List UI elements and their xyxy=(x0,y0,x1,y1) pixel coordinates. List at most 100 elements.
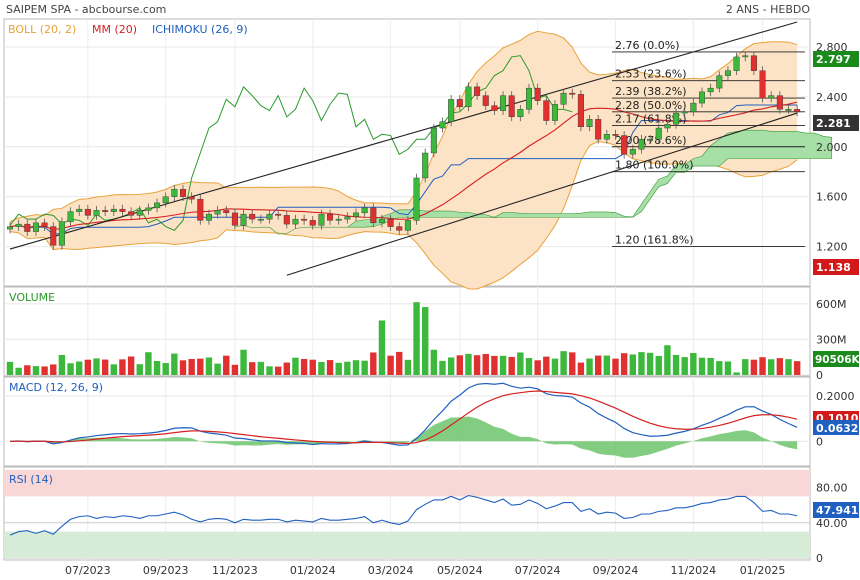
volume-bar xyxy=(387,355,394,375)
candle-body xyxy=(629,149,636,155)
candle-body xyxy=(681,111,688,114)
candle-body xyxy=(257,218,264,221)
candle-body xyxy=(327,213,334,221)
candle-body xyxy=(15,223,22,227)
volume-bar xyxy=(681,357,688,375)
volume-bar xyxy=(413,302,420,375)
macd-value-badge xyxy=(813,420,859,435)
x-tick-label: 01/2024 xyxy=(290,564,336,577)
volume-bar xyxy=(76,361,83,375)
volume-bar xyxy=(179,360,187,375)
candle-body xyxy=(84,208,91,216)
candle-body xyxy=(456,99,463,108)
x-tick-label: 07/2024 xyxy=(515,564,561,577)
candle-body xyxy=(361,207,368,214)
volume-bar xyxy=(707,357,714,375)
candle-body xyxy=(724,70,731,76)
volume-bar xyxy=(309,359,316,375)
macd-tick-label: 0.2000 xyxy=(816,390,855,403)
volume-bar xyxy=(768,359,775,375)
legend-bollinger: BOLL (20, 2) xyxy=(8,23,76,36)
volume-bar xyxy=(67,363,74,375)
fibonacci-label: 2.28 (50.0%) xyxy=(615,99,687,112)
candle-body xyxy=(136,210,143,216)
volume-bar xyxy=(110,364,117,375)
period-label: 2 ANS - HEBDO xyxy=(726,3,810,16)
volume-bar xyxy=(473,355,481,375)
candle-body xyxy=(275,213,282,216)
volume-bar xyxy=(188,358,195,375)
volume-tick-label: 0 xyxy=(816,369,823,382)
candle-body xyxy=(378,218,385,224)
fibonacci-label: 2.53 (23.6%) xyxy=(615,68,687,81)
candle-body xyxy=(93,210,100,216)
volume-bar xyxy=(93,358,100,375)
rsi-tick-label: 80.00 xyxy=(816,482,848,495)
volume-bar xyxy=(361,360,368,375)
x-tick-label: 11/2023 xyxy=(212,564,258,577)
volume-bar xyxy=(145,352,152,375)
candle-body xyxy=(526,87,533,110)
trendline-lower xyxy=(286,112,798,276)
macd-line xyxy=(9,382,798,446)
volume-value: 90506K xyxy=(815,354,860,366)
candle-body xyxy=(448,99,455,123)
volume-bar xyxy=(491,355,498,375)
candle-body xyxy=(240,213,247,226)
volume-bar xyxy=(456,355,463,375)
candle-body xyxy=(603,134,610,140)
candle-body xyxy=(439,121,446,129)
volume-bar xyxy=(249,362,256,375)
volume-bar xyxy=(595,355,602,375)
x-tick-label: 03/2024 xyxy=(368,564,414,577)
volume-bar xyxy=(404,359,412,375)
volume-bar xyxy=(84,359,92,375)
volume-bar xyxy=(551,358,559,375)
candle-body xyxy=(742,55,749,58)
chart-title: SAIPEM SPA - abcbourse.com xyxy=(6,3,166,16)
volume-bar xyxy=(439,360,446,375)
rsi-title: RSI (14) xyxy=(9,473,53,486)
candle-body xyxy=(110,208,117,212)
volume-bar xyxy=(352,360,360,375)
last-price-badge xyxy=(813,51,859,67)
candle-body xyxy=(508,95,515,118)
price-tick-label: 1.200 xyxy=(816,241,848,254)
volume-bar xyxy=(560,351,567,375)
volume-tick-label: 300M xyxy=(816,333,847,346)
fibonacci-label: 1.20 (161.8%) xyxy=(615,234,694,247)
volume-bar xyxy=(153,361,161,375)
macd-tick-label: 0 xyxy=(816,435,823,448)
volume-bar xyxy=(716,361,723,375)
low-price-badge xyxy=(813,259,859,275)
price-tick-label: 2.000 xyxy=(816,141,848,154)
rsi-tick-label: 40.00 xyxy=(816,517,848,530)
candle-body xyxy=(430,127,437,154)
candle-body xyxy=(231,212,238,226)
volume-bar xyxy=(543,356,550,375)
volume-bar xyxy=(422,307,429,375)
price-tick-label: 1.600 xyxy=(816,191,848,204)
volume-bar xyxy=(447,357,455,375)
candle-body xyxy=(102,210,109,212)
candle-body xyxy=(67,211,74,222)
volume-bar xyxy=(603,355,611,375)
volume-bar xyxy=(214,363,221,375)
candle-body xyxy=(145,207,152,211)
x-tick-label: 09/2024 xyxy=(593,564,639,577)
candle-body xyxy=(500,95,507,111)
candle-body xyxy=(76,208,83,212)
rsi-value: 47.941 xyxy=(816,504,858,517)
candle-body xyxy=(569,92,576,95)
candle-body xyxy=(465,86,472,108)
candle-body xyxy=(543,100,550,121)
candle-body xyxy=(577,94,584,128)
candle-body xyxy=(707,87,714,93)
volume-bar xyxy=(785,359,792,375)
volume-bar xyxy=(41,366,48,375)
volume-bar xyxy=(569,352,576,375)
x-tick-label: 05/2024 xyxy=(437,564,483,577)
candle-body xyxy=(41,222,48,227)
volume-bar xyxy=(664,345,671,375)
